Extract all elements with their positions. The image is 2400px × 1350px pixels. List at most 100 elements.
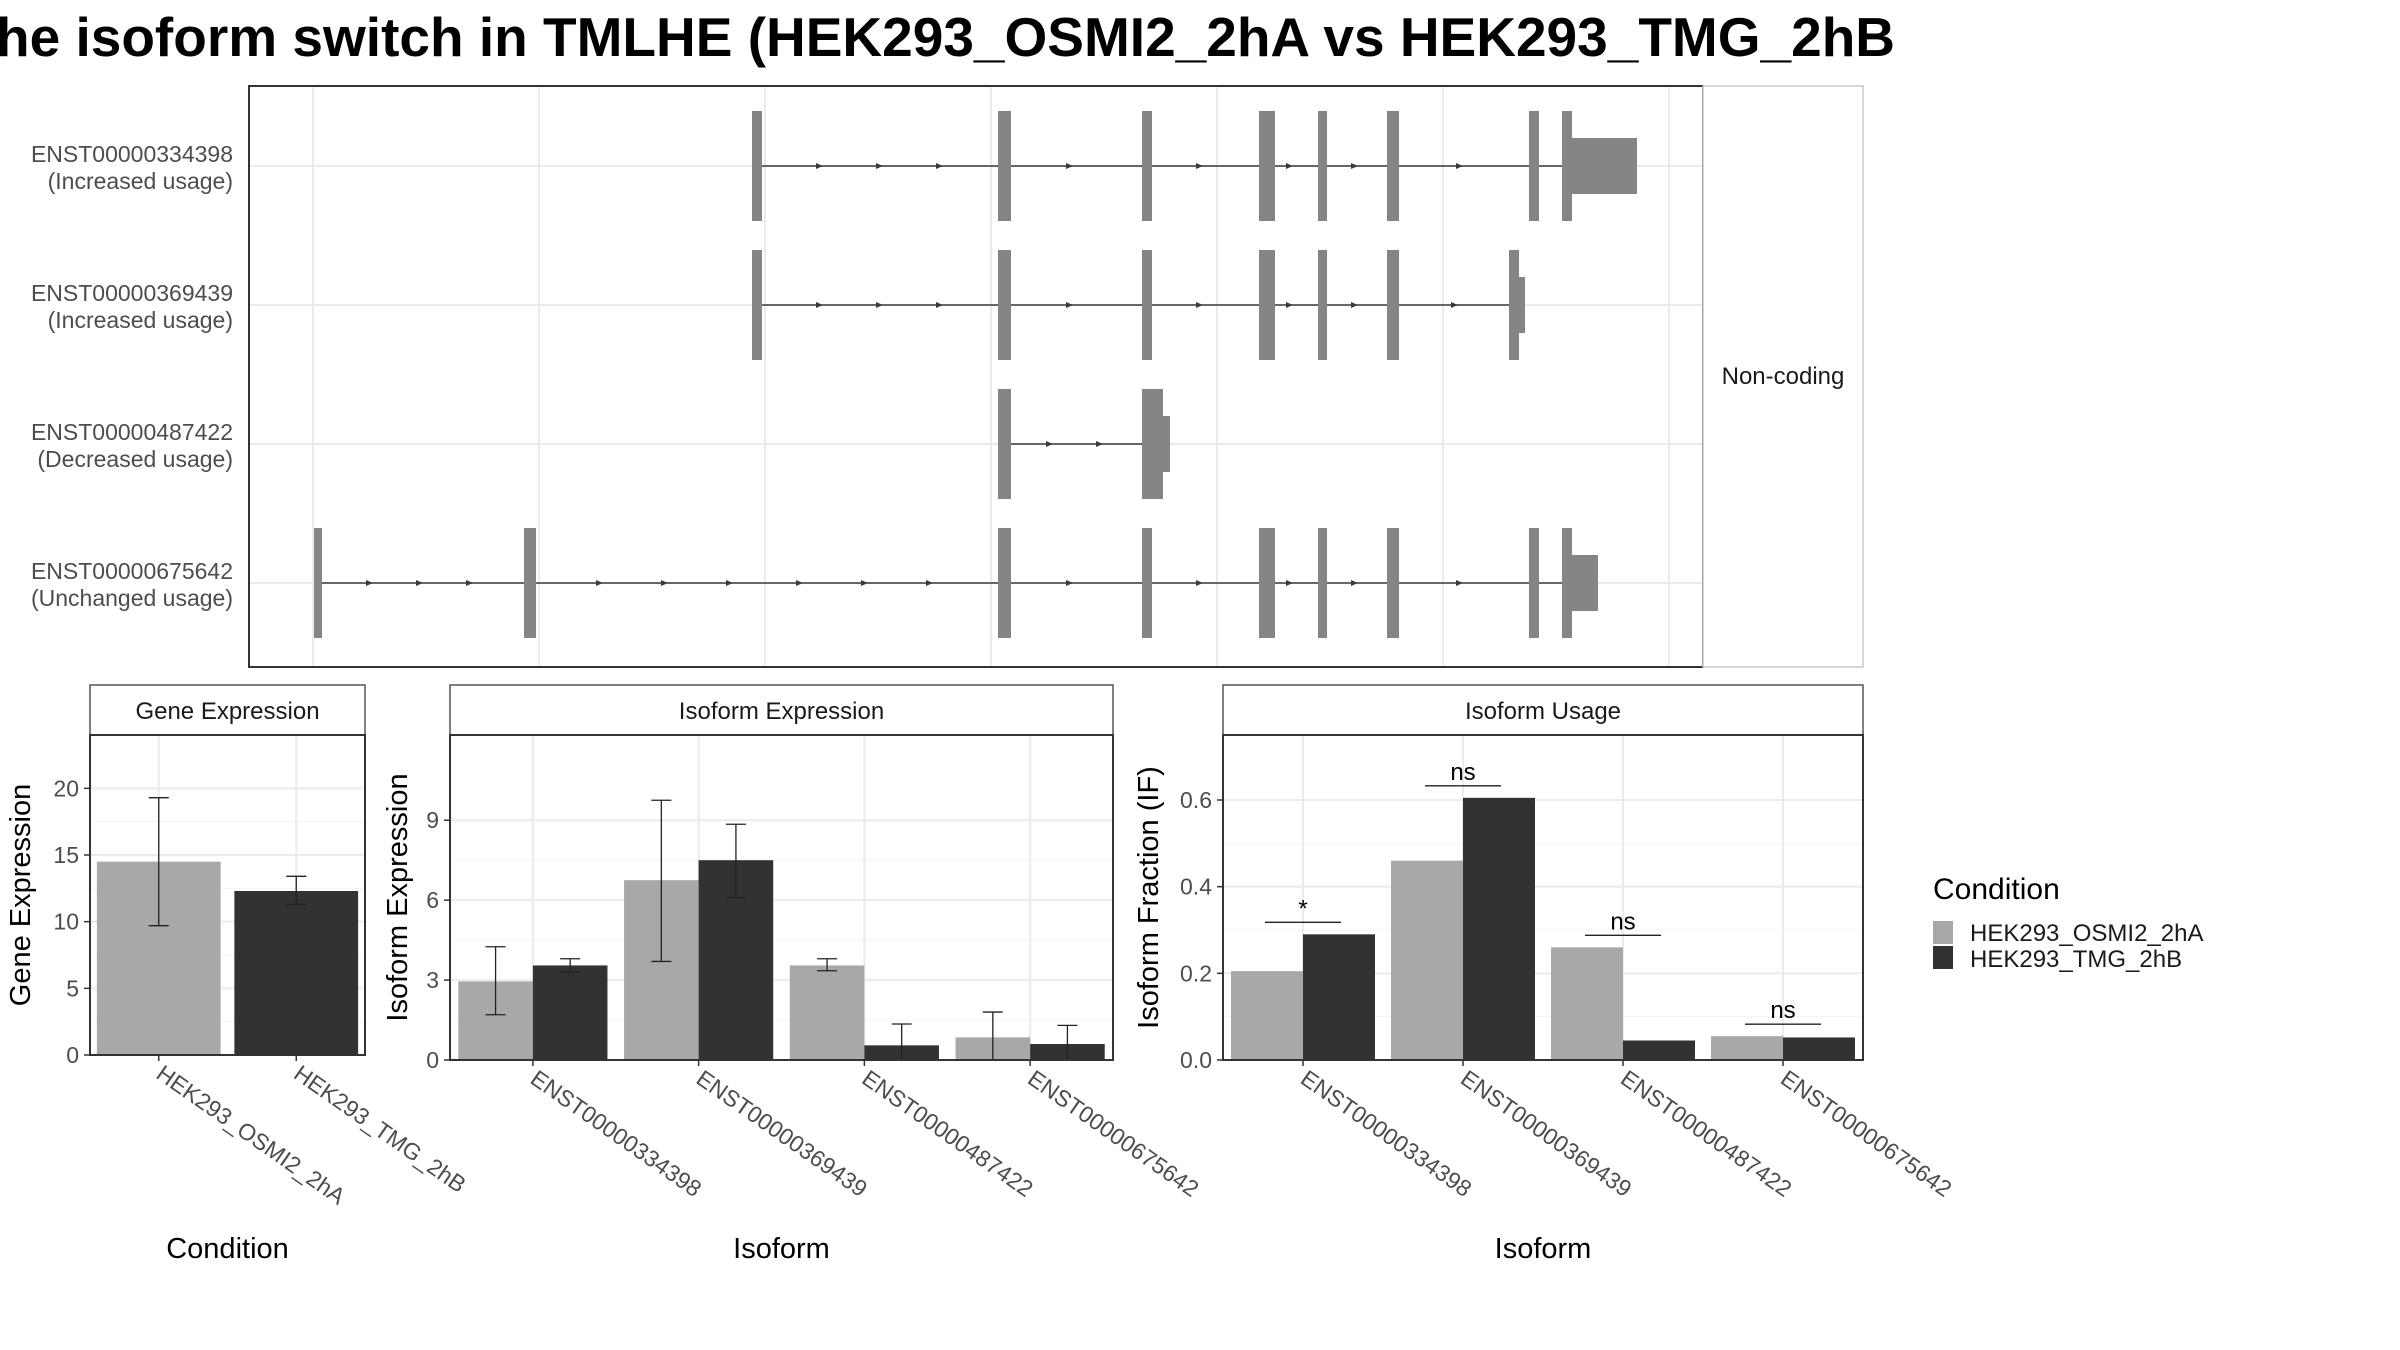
exon-ENST00000334398-7	[1562, 111, 1572, 221]
y-tick-label: 6	[426, 887, 439, 913]
exon-ENST00000675642-8	[1562, 528, 1572, 638]
x-axis-title: Isoform	[733, 1233, 830, 1265]
significance-label-2: ns	[1610, 908, 1635, 935]
exon-ENST00000369439-6	[1509, 250, 1519, 360]
bar-ENST00000334398-0	[1231, 971, 1303, 1060]
intron-arrow-ENST00000334398-2	[936, 163, 943, 169]
exon-ENST00000675642-6	[1387, 528, 1399, 638]
panel-strip-title: Isoform Expression	[679, 698, 884, 725]
exon-ENST00000675642-2	[998, 528, 1011, 638]
exon-ENST00000334398-1	[998, 111, 1011, 221]
bar-ENST00000487422-1	[1623, 1040, 1695, 1060]
x-tick-label: ENST00000334398	[526, 1065, 706, 1202]
intron-arrow-ENST00000369439-4	[1196, 302, 1203, 308]
intron-arrow-ENST00000675642-11	[1286, 580, 1293, 586]
intron-arrow-ENST00000334398-4	[1196, 163, 1203, 169]
exon-ENST00000369439-2	[1142, 250, 1152, 360]
bar-ENST00000487422-0	[789, 965, 865, 1060]
exon-ENST00000369439-3	[1259, 250, 1275, 360]
legend-swatch-tmg	[1933, 946, 1953, 969]
plot-frame	[89, 734, 366, 1056]
exon-ENST00000369439-1	[998, 250, 1011, 360]
bar-ENST00000334398-1	[532, 965, 608, 1060]
panel-strip	[89, 684, 366, 736]
intron-arrow-ENST00000334398-7	[1456, 163, 1463, 169]
exon-ENST00000334398-3	[1259, 111, 1275, 221]
panel-strip-title: Isoform Usage	[1465, 698, 1621, 725]
intron-arrow-ENST00000675642-12	[1351, 580, 1358, 586]
significance-label-0: *	[1298, 895, 1307, 922]
transcript-structures	[250, 87, 1702, 666]
exon-tail-ENST00000369439-0	[1519, 277, 1525, 333]
intron-arrow-ENST00000675642-10	[1196, 580, 1203, 586]
x-tick-label: ENST00000675642	[1023, 1065, 1203, 1202]
intron-arrow-ENST00000334398-0	[816, 163, 823, 169]
y-tick-label: 15	[53, 842, 79, 868]
x-tick-label: ENST00000487422	[1616, 1065, 1796, 1202]
exon-ENST00000334398-0	[752, 111, 762, 221]
legend-label-tmg: HEK293_TMG_2hB	[1970, 946, 2182, 973]
transcript-labels: ENST00000334398(Increased usage)ENST0000…	[31, 141, 233, 611]
intron-arrow-ENST00000675642-9	[1066, 580, 1073, 586]
intron-arrow-ENST00000675642-3	[596, 580, 603, 586]
exon-ENST00000675642-1	[524, 528, 536, 638]
panel-strip	[1222, 684, 1864, 736]
bar-ENST00000369439-0	[1391, 860, 1463, 1060]
condition-legend: Condition HEK293_OSMI2_2hA HEK293_TMG_2h…	[1933, 873, 2203, 973]
y-tick-label: 0	[426, 1047, 439, 1073]
facet-label-noncoding: Non-coding	[1722, 363, 1845, 390]
facet-strip-noncoding	[1702, 85, 1864, 668]
intron-arrow-ENST00000369439-2	[936, 302, 943, 308]
legend-label-osmi2: HEK293_OSMI2_2hA	[1970, 920, 2203, 947]
plot-frame	[1222, 734, 1864, 1061]
x-tick-label: ENST00000369439	[1456, 1065, 1636, 1202]
intron-arrow-ENST00000675642-2	[466, 580, 473, 586]
intron-arrow-ENST00000334398-6	[1351, 163, 1358, 169]
y-tick-label: 0.4	[1180, 874, 1212, 900]
x-tick-label: ENST00000334398	[1296, 1065, 1476, 1202]
exon-ENST00000334398-6	[1529, 111, 1539, 221]
intron-arrow-ENST00000487422-0	[1046, 441, 1053, 447]
exon-ENST00000487422-0	[998, 389, 1011, 499]
transcript-id-label: ENST00000369439	[31, 280, 233, 306]
transcript-usage-label: (Unchanged usage)	[31, 585, 233, 611]
exon-ENST00000487422-1	[1142, 389, 1163, 499]
structure-panel-background	[248, 85, 1704, 668]
exon-ENST00000334398-5	[1387, 111, 1399, 221]
exon-ENST00000369439-5	[1387, 250, 1399, 360]
significance-label-3: ns	[1770, 997, 1795, 1024]
y-axis-title: Isoform Fraction (IF)	[1133, 766, 1165, 1029]
y-tick-label: 0.6	[1180, 787, 1212, 813]
legend-swatch-osmi2	[1933, 921, 1953, 944]
y-axis-title: Gene Expression	[5, 784, 37, 1006]
exon-ENST00000369439-4	[1318, 250, 1327, 360]
transcript-id-label: ENST00000675642	[31, 558, 233, 584]
intron-arrow-ENST00000675642-4	[661, 580, 668, 586]
intron-arrow-ENST00000675642-5	[726, 580, 733, 586]
intron-arrow-ENST00000675642-0	[366, 580, 373, 586]
y-axis-title: Isoform Expression	[382, 773, 414, 1021]
transcript-id-label: ENST00000487422	[31, 419, 233, 445]
exon-ENST00000675642-0	[314, 528, 322, 638]
x-axis-title: Condition	[166, 1233, 289, 1265]
exon-ENST00000675642-3	[1142, 528, 1152, 638]
intron-arrow-ENST00000675642-6	[796, 580, 803, 586]
exon-ENST00000675642-4	[1259, 528, 1275, 638]
y-tick-label: 10	[53, 909, 79, 935]
y-tick-label: 3	[426, 967, 439, 993]
exon-tail-ENST00000487422-0	[1163, 416, 1170, 472]
intron-arrow-ENST00000369439-7	[1451, 302, 1458, 308]
y-tick-label: 0.2	[1180, 960, 1212, 986]
panel-strip-title: Gene Expression	[135, 698, 319, 725]
intron-arrow-ENST00000334398-5	[1286, 163, 1293, 169]
intron-arrow-ENST00000675642-8	[926, 580, 933, 586]
bar-HEK293_TMG_2hB-0	[234, 891, 359, 1055]
intron-arrow-ENST00000675642-13	[1456, 580, 1463, 586]
y-tick-label: 20	[53, 775, 79, 801]
exon-tail-ENST00000675642-0	[1572, 555, 1598, 611]
exon-ENST00000334398-4	[1318, 111, 1327, 221]
plot-frame	[449, 734, 1114, 1061]
intron-arrow-ENST00000487422-1	[1096, 441, 1103, 447]
transcript-usage-label: (Increased usage)	[48, 168, 233, 194]
